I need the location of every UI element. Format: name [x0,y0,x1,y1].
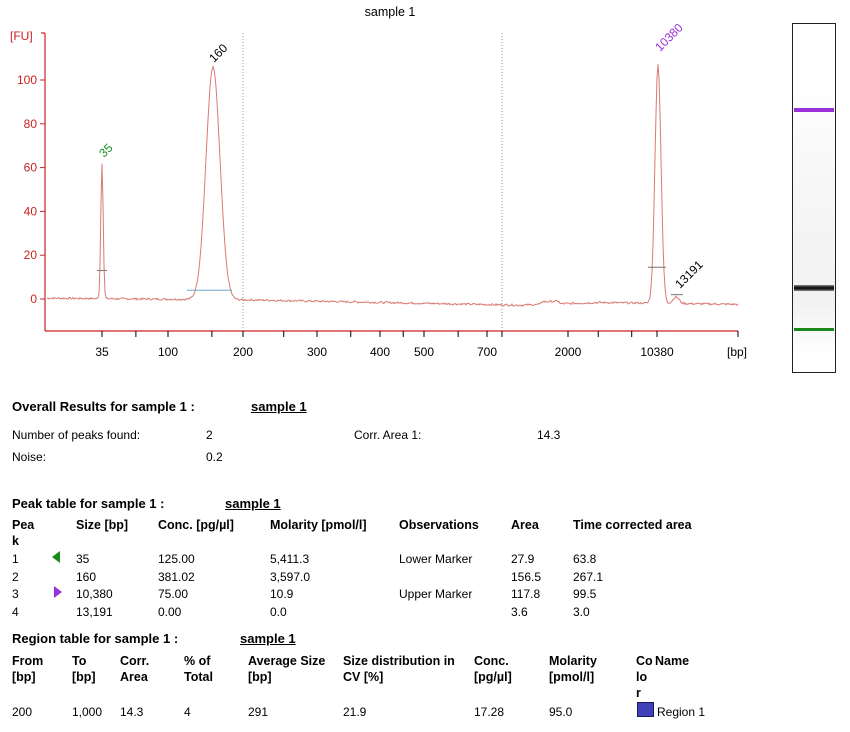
peak-table-header: Conc. [pg/µl] [158,518,234,532]
peak-table-cell: 267.1 [573,569,604,584]
peak-table-cell: 13,191 [76,604,113,619]
sample-band [794,285,834,291]
peak-table-cell: 3,597.0 [270,569,311,584]
peak-table-cell: 3 [12,587,19,601]
region-table-cell: 291 [248,705,269,719]
y-tick-label: 80 [24,117,38,131]
gel-lane [792,23,836,373]
peak-table-cell: 4 [12,604,19,619]
corr-area-value: 14.3 [537,428,561,442]
electropherogram-chart: sample 1 [FU] [bp] 0 20 40 60 80 100 35 100 200 3… [10,5,747,359]
peak-table-cell: 156.5 [511,569,542,584]
peak-label: 35 [96,141,116,161]
peaks-found-label: Number of peaks found: [12,428,141,442]
region-table-cell: 21.9 [343,705,367,719]
peak-table-sample-link[interactable]: sample 1 [225,496,281,511]
peak-table-header: Area [511,518,539,532]
peak-table-cell: 0.00 [158,604,182,619]
peaks-found-value: 2 [206,428,213,442]
peak-table-cell: 35 [76,552,90,566]
region-table-cell: 4 [184,705,191,719]
region-table-header: Name [655,654,690,668]
y-tick-label: 60 [24,161,38,175]
peak-label: 13191 [672,257,706,291]
peak-table-cell: 381.02 [158,569,195,584]
x-tick-label: 35 [95,345,109,359]
peak-table-title: Peak table for sample 1 : [12,496,165,511]
region-table-cell: 17.28 [474,705,505,719]
x-tick-label: 500 [414,345,434,359]
y-tick-label: 0 [30,292,37,306]
region-table-cell: 200 [12,705,33,719]
x-tick-label: 700 [477,345,497,359]
x-tick-label: 200 [233,345,253,359]
peak-table-cell: 5,411.3 [270,552,310,566]
region-table-header: Average Size [bp] [248,654,326,684]
region-table-header: Molarity [pmol/l] [549,654,597,684]
x-tick-label: 10380 [640,345,674,359]
overall-results-title: Overall Results for sample 1 : [12,399,195,414]
region-table-cell: 14.3 [120,705,144,719]
peak-table-cell: 10,380 [76,587,113,601]
peak-table-cell: 63.8 [573,552,597,566]
region-table-cell: 1,000 [72,705,103,719]
region-color-swatch[interactable] [637,702,654,717]
peak-table-cell: 125.00 [158,552,195,566]
x-axis-label: [bp] [727,345,747,359]
noise-value: 0.2 [206,450,223,464]
region-table-title: Region table for sample 1 : [12,631,179,646]
region-table-header: Corr. Area [120,654,150,684]
region-table-cell: 95.0 [549,705,573,719]
region-table-cell: Region 1 [657,705,706,719]
region-table-header: Size distribution in CV [%] [343,654,455,684]
peak-table-cell: 1 [12,552,19,566]
peak-table-cell: Lower Marker [399,552,473,566]
x-tick-label: 100 [158,345,178,359]
corr-area-label: Corr. Area 1: [354,428,422,442]
peak-table-cell: 3.6 [511,604,528,619]
peak-label: 10380 [652,20,686,54]
peak-table-header: Size [bp] [76,518,129,532]
peak-table-cell: 2 [12,569,19,584]
upper-marker-icon [54,586,62,598]
region-table-header: Conc. [pg/µl] [474,654,512,684]
peak-table-cell: 10.9 [270,587,294,601]
region-table-sample-link[interactable]: sample 1 [240,631,296,646]
region-table-header: % of Total [184,654,213,684]
peak-table-cell: 99.5 [573,587,597,601]
y-tick-label: 100 [17,73,37,87]
overall-sample-link[interactable]: sample 1 [251,399,307,414]
peak-label: 160 [206,41,230,65]
region-table-header: Co lo r [636,654,653,700]
peak-table-header: Time corrected area [573,518,692,532]
peak-table-cell: 160 [76,569,97,584]
x-tick-label: 2000 [555,345,582,359]
electropherogram-trace [46,64,739,307]
peak-table-cell: 75.00 [158,587,189,601]
peak-table-header: Pea k [12,518,35,548]
region-table-header: To [bp] [72,654,96,684]
x-tick-label: 300 [307,345,327,359]
lower-marker-band [794,328,834,331]
y-tick-label: 40 [24,204,38,218]
peak-table-cell: 3.0 [573,604,590,619]
peak-table-header: Observations [399,518,479,532]
chart-title: sample 1 [365,5,416,19]
peak-table-cell: Upper Marker [399,587,473,601]
peak-table-cell: 27.9 [511,552,535,566]
peak-table-header: Molarity [pmol/l] [270,518,367,532]
peak-table-cell: 117.8 [511,587,541,601]
region-table-header: From [bp] [12,654,44,684]
noise-label: Noise: [12,450,47,464]
peak-table-cell: 0.0 [270,604,287,619]
x-tick-label: 400 [370,345,390,359]
lower-marker-icon [52,551,60,563]
upper-marker-band [794,108,834,112]
y-tick-label: 20 [24,248,38,262]
y-axis-label: [FU] [10,29,33,43]
